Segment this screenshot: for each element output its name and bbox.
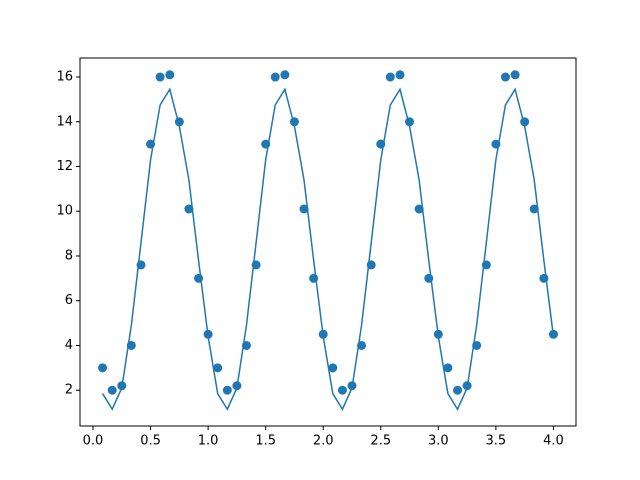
scatter-point	[98, 363, 108, 373]
y-tick-label: 8	[65, 248, 73, 263]
scatter-point	[453, 385, 463, 395]
scatter-point	[337, 385, 347, 395]
scatter-point	[155, 72, 165, 82]
scatter-point	[395, 70, 405, 80]
scatter-point	[510, 70, 520, 80]
scatter-point	[222, 385, 232, 395]
y-tick-label: 12	[56, 159, 73, 174]
y-tick-label: 4	[65, 338, 73, 353]
y-tick-label: 2	[65, 383, 73, 398]
scatter-point	[529, 204, 539, 214]
scatter-point	[385, 72, 395, 82]
scatter-point	[500, 72, 510, 82]
x-tick-label: 3.5	[486, 434, 507, 449]
y-tick-label: 14	[56, 114, 73, 129]
scatter-point	[443, 363, 453, 373]
scatter-point	[165, 70, 175, 80]
x-tick-label: 1.0	[198, 434, 219, 449]
y-tick-label: 16	[56, 70, 73, 85]
x-tick-label: 2.5	[370, 434, 391, 449]
line-series	[101, 87, 555, 411]
scatter-point	[414, 204, 424, 214]
x-tick-label: 3.0	[428, 434, 449, 449]
x-tick-label: 1.5	[255, 434, 276, 449]
scatter-point	[299, 204, 309, 214]
y-tick-label: 10	[56, 204, 73, 219]
x-tick-label: 0.0	[83, 434, 104, 449]
x-tick-label: 0.5	[140, 434, 161, 449]
x-tick-label: 4.0	[543, 434, 564, 449]
scatter-point	[280, 70, 290, 80]
scatter-point	[184, 204, 194, 214]
x-tick-label: 2.0	[313, 434, 334, 449]
scatter-point	[328, 363, 338, 373]
y-tick-label: 6	[65, 293, 73, 308]
axes-frame	[79, 57, 577, 427]
scatter-point	[270, 72, 280, 82]
scatter-point	[213, 363, 223, 373]
scatter-point	[107, 385, 117, 395]
